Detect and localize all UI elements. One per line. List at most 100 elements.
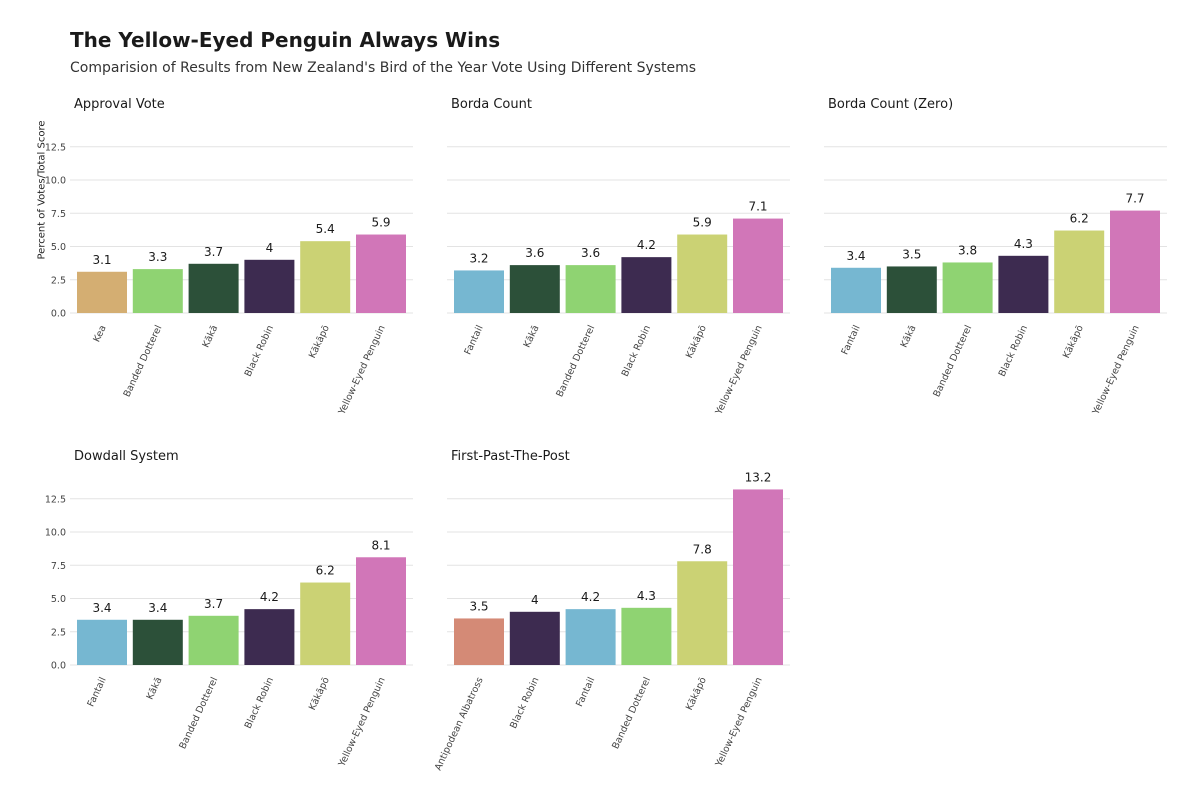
bar [188, 263, 239, 313]
bar [1110, 210, 1160, 313]
y-tick-label: 7.5 [51, 561, 66, 572]
data-label: 4 [531, 593, 539, 607]
y-tick-label: 5.0 [51, 594, 66, 605]
bar [677, 561, 728, 665]
x-tick-label: Yellow-Eyed Penguin [336, 324, 387, 418]
data-label: 3.5 [902, 247, 921, 261]
bar [677, 234, 728, 313]
data-label: 6.2 [316, 564, 335, 578]
data-label: 3.1 [92, 253, 111, 267]
data-label: 6.2 [1070, 212, 1089, 226]
data-label: 4.2 [260, 590, 279, 604]
data-label: 7.7 [1125, 192, 1144, 206]
data-label: 13.2 [745, 470, 772, 484]
data-label: 3.3 [148, 250, 167, 264]
y-tick-label: 7.5 [51, 209, 66, 220]
data-label: 3.8 [958, 243, 977, 257]
bar [998, 255, 1049, 313]
y-tick-label: 2.5 [51, 627, 66, 638]
panel-title: First-Past-The-Post [451, 449, 570, 464]
y-tick-label: 12.5 [45, 494, 66, 505]
data-label: 3.6 [525, 246, 544, 260]
bar [509, 265, 560, 313]
y-tick-label: 12.5 [45, 142, 66, 153]
y-tick-label: 0.0 [51, 661, 66, 672]
data-label: 5.9 [371, 216, 390, 230]
bar [621, 607, 672, 665]
data-label: 5.9 [693, 216, 712, 230]
bar [132, 619, 183, 665]
x-tick-label: Black Robin [243, 676, 276, 731]
data-label: 4 [266, 241, 274, 255]
bar [244, 609, 295, 665]
x-tick-label: Kākāpō [1061, 323, 1086, 360]
x-tick-label: Banded Dotterel [931, 324, 974, 399]
y-tick-label: 5.0 [51, 242, 66, 253]
bar [77, 271, 127, 313]
data-label: 3.4 [148, 601, 167, 615]
y-tick-label: 10.0 [45, 176, 66, 187]
data-label: 8.1 [371, 538, 390, 552]
bar [831, 267, 881, 313]
x-tick-label: Kākā [899, 324, 919, 350]
x-tick-label: Fantail [86, 676, 109, 709]
x-tick-label: Fantail [574, 676, 597, 709]
bar [621, 257, 672, 313]
data-label: 3.7 [204, 597, 223, 611]
x-tick-label: Kea [91, 324, 108, 344]
x-tick-label: Kākāpō [684, 675, 709, 712]
x-tick-label: Kākāpō [307, 675, 332, 712]
bar [300, 241, 351, 313]
data-label: 3.4 [92, 601, 111, 615]
bar [733, 489, 783, 665]
x-tick-label: Banded Dotterel [554, 324, 597, 399]
bar [509, 611, 560, 665]
y-tick-label: 2.5 [51, 275, 66, 286]
bar [77, 619, 127, 665]
x-tick-label: Banded Dotterel [177, 676, 220, 751]
chart-subtitle: Comparision of Results from New Zealand'… [70, 60, 697, 76]
x-tick-label: Fantail [840, 324, 863, 357]
x-tick-label: Fantail [463, 324, 486, 357]
y-tick-label: 0.0 [51, 309, 66, 320]
bar [132, 269, 183, 313]
data-label: 3.7 [204, 245, 223, 259]
bar [454, 270, 504, 313]
x-tick-label: Banded Dotterel [610, 676, 653, 751]
x-tick-label: Yellow-Eyed Penguin [1090, 324, 1141, 418]
x-tick-label: Banded Dotterel [122, 324, 165, 399]
data-label: 7.1 [748, 200, 767, 214]
data-label: 4.2 [637, 238, 656, 252]
x-tick-label: Yellow-Eyed Penguin [713, 676, 764, 770]
bar [454, 618, 504, 665]
x-tick-label: Kākāpō [307, 323, 332, 360]
panel-title: Borda Count [451, 97, 532, 112]
panel-title: Dowdall System [74, 449, 179, 464]
bar [188, 615, 239, 665]
bar [565, 609, 616, 665]
data-label: 4.3 [637, 589, 656, 603]
data-label: 3.2 [469, 251, 488, 265]
y-tick-label: 10.0 [45, 528, 66, 539]
x-tick-label: Black Robin [243, 324, 276, 379]
x-tick-label: Kākā [522, 324, 542, 350]
x-tick-label: Kākā [200, 324, 220, 350]
bar [565, 265, 616, 313]
data-label: 5.4 [316, 222, 335, 236]
data-label: 7.8 [693, 542, 712, 556]
bar [1054, 230, 1105, 313]
chart-title: The Yellow-Eyed Penguin Always Wins [70, 28, 501, 52]
data-label: 4.2 [581, 590, 600, 604]
x-tick-label: Black Robin [997, 324, 1030, 379]
x-tick-label: Antipodean Albatross [433, 676, 486, 773]
bar [244, 259, 295, 313]
x-tick-label: Yellow-Eyed Penguin [336, 676, 387, 770]
x-tick-label: Kākā [145, 676, 165, 702]
x-tick-label: Black Robin [620, 324, 653, 379]
data-label: 3.6 [581, 246, 600, 260]
x-tick-label: Black Robin [508, 676, 541, 731]
x-tick-label: Yellow-Eyed Penguin [713, 324, 764, 418]
bar [942, 262, 993, 313]
bar [356, 234, 406, 313]
